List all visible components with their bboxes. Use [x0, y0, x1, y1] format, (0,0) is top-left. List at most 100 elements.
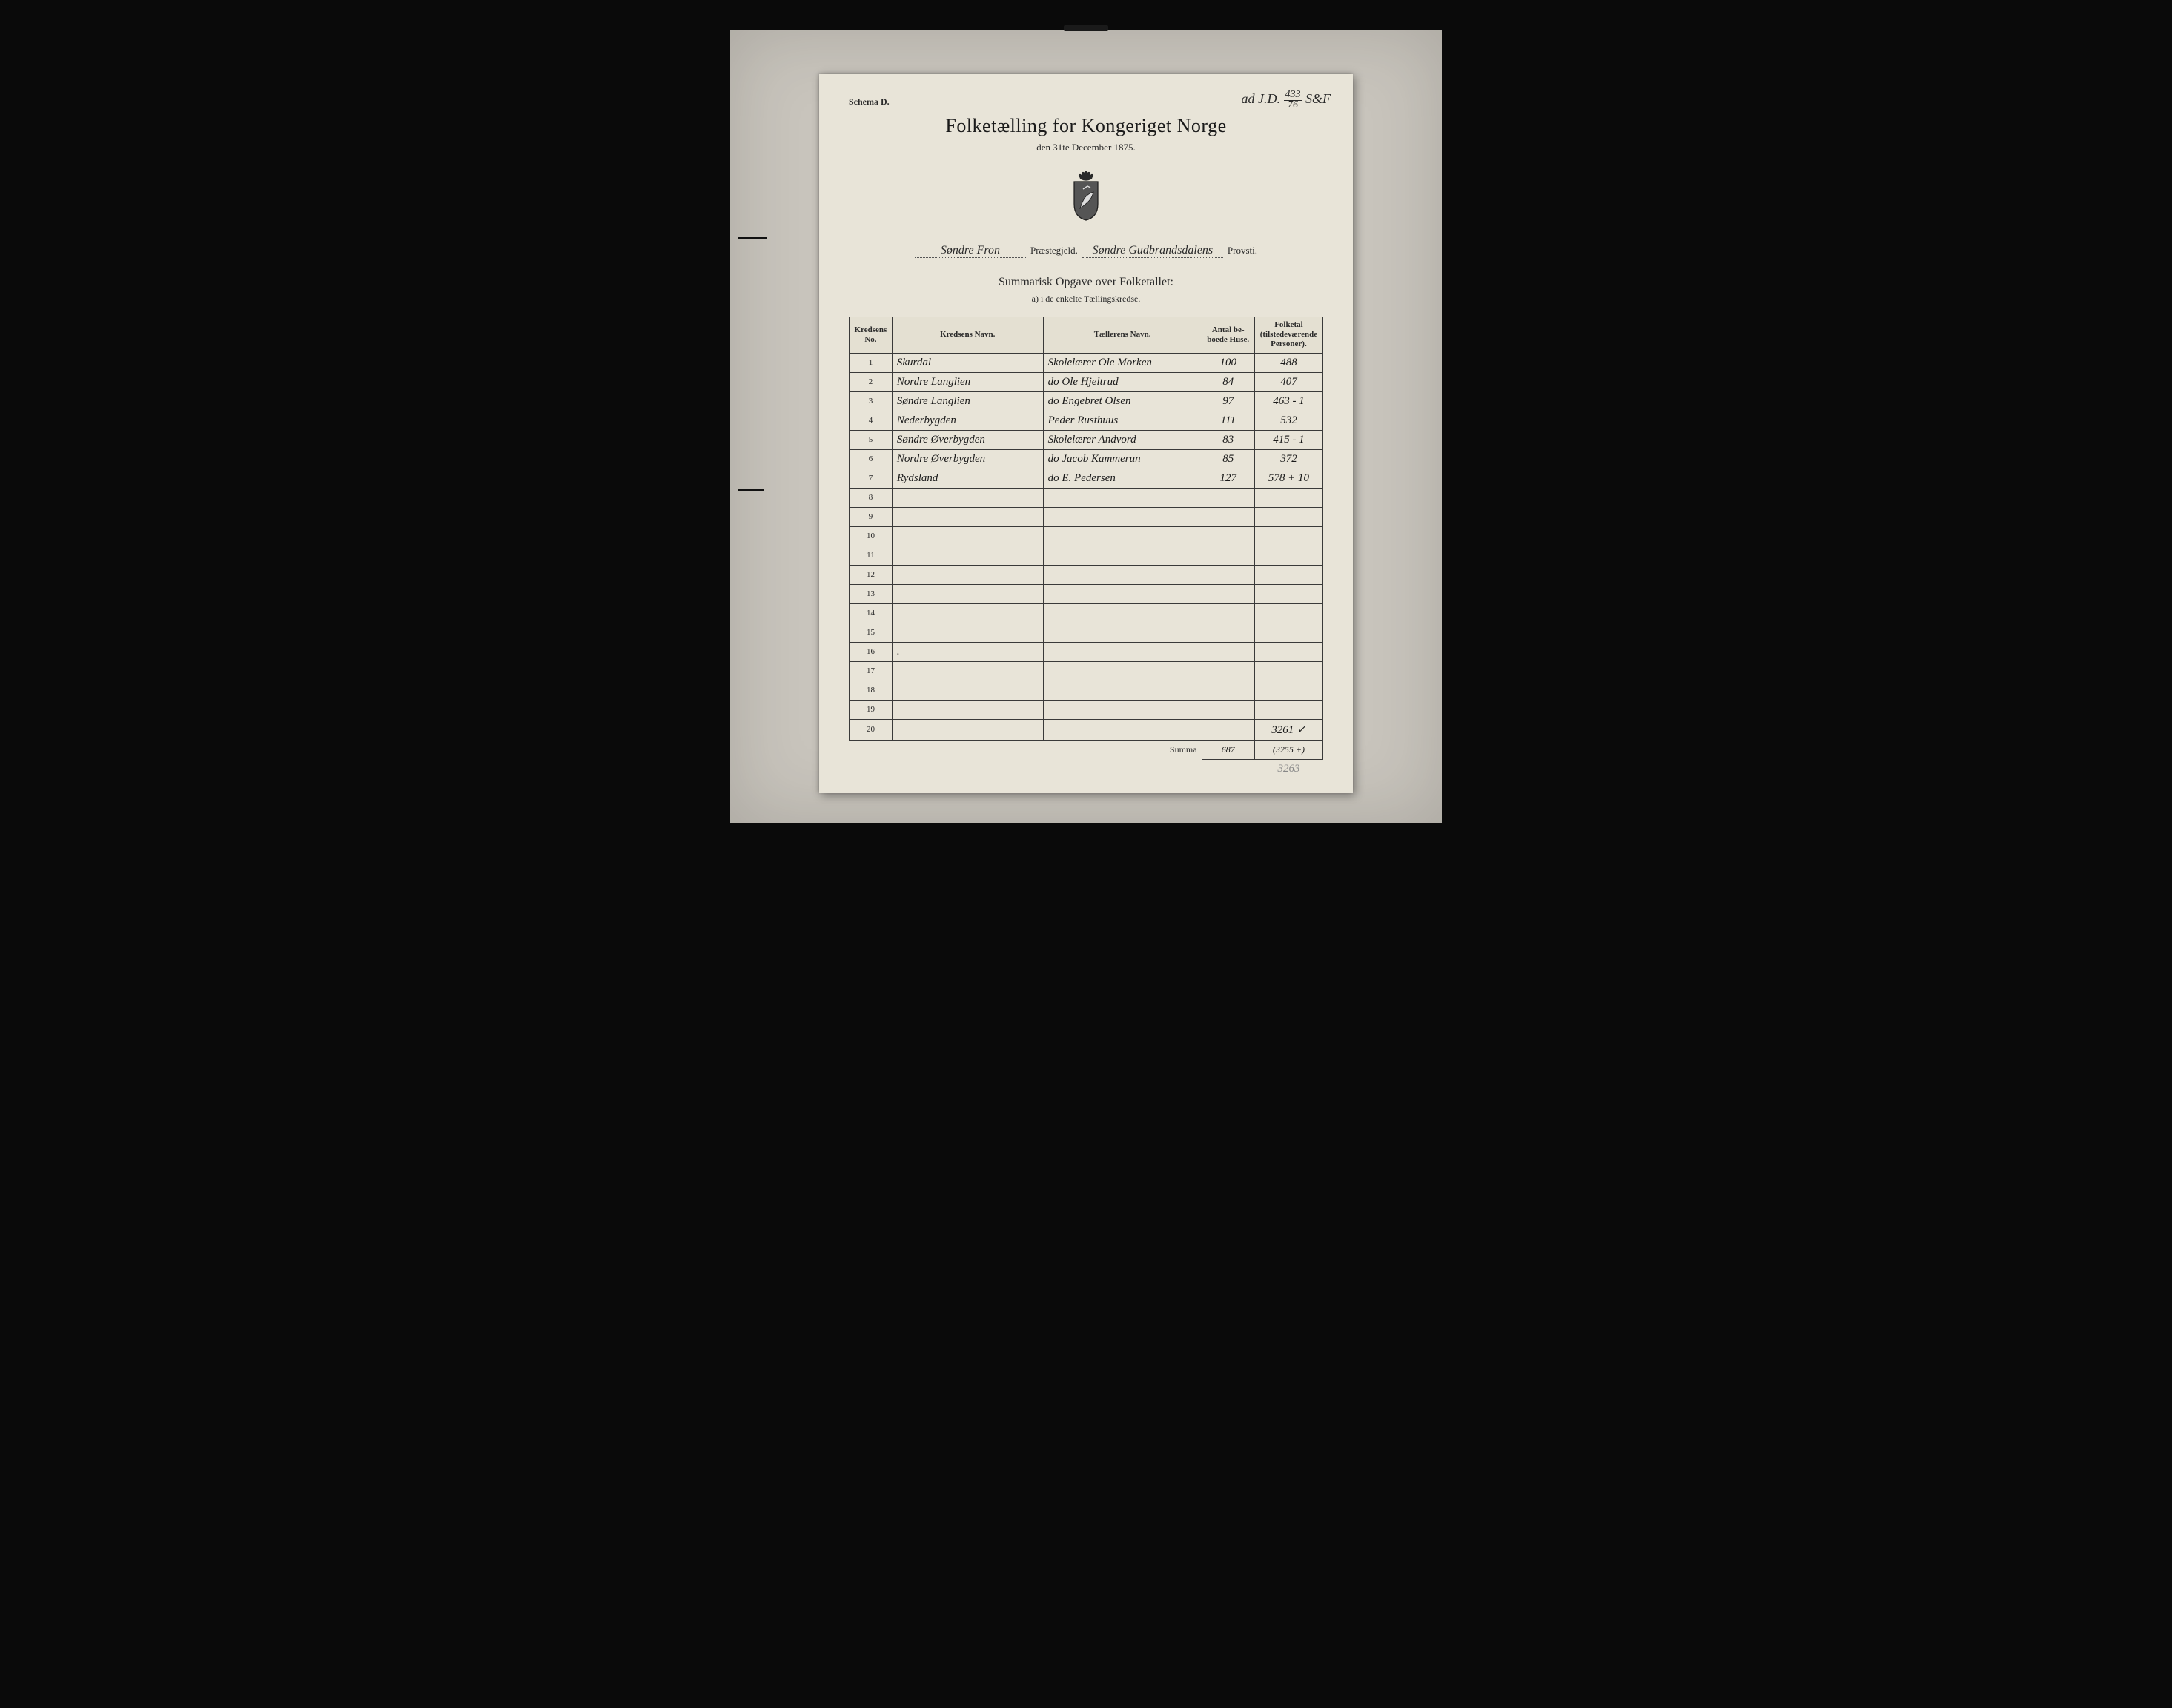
cell-population [1254, 642, 1322, 661]
cell-enumerator [1043, 681, 1202, 700]
table-row: 13 [850, 584, 1323, 603]
table-row: 20 3261 ✓ [850, 719, 1323, 740]
table-row: 2Nordre Langliendo Ole Hjeltrud84407 [850, 372, 1323, 391]
table-row: 15 [850, 623, 1323, 642]
census-table: Kredsens No. Kredsens Navn. Tællerens Na… [849, 317, 1323, 778]
cell-enumerator: do Jacob Kammerun [1043, 449, 1202, 469]
table-row: 8 [850, 488, 1323, 507]
cell-district-name [892, 700, 1043, 719]
cell-district-name [892, 719, 1043, 740]
cell-district-name [892, 565, 1043, 584]
cell-enumerator: Peder Rusthuus [1043, 411, 1202, 430]
subtitle: den 31te December 1875. [849, 142, 1323, 153]
cell-population [1254, 661, 1322, 681]
main-title: Folketælling for Kongeriget Norge [849, 115, 1323, 137]
cell-district-name: Nordre Langlien [892, 372, 1043, 391]
cell-number: 20 [850, 719, 893, 740]
sum-row: Summa 687 (3255 +) [850, 740, 1323, 759]
cell-houses [1202, 526, 1254, 546]
sum-houses: 687 [1202, 740, 1254, 759]
document-page: Schema D. ad J.D. 433 76 S&F Folketællin… [819, 74, 1353, 793]
table-row: 14 [850, 603, 1323, 623]
cell-number: 14 [850, 603, 893, 623]
pencil-note: 3263 [1254, 759, 1322, 778]
cell-population: 3261 ✓ [1254, 719, 1322, 740]
cell-population [1254, 488, 1322, 507]
ref-suffix: S&F [1305, 91, 1331, 106]
cell-number: 9 [850, 507, 893, 526]
cell-number: 19 [850, 700, 893, 719]
ref-denominator: 76 [1284, 101, 1302, 110]
cell-population: 463 - 1 [1254, 391, 1322, 411]
ref-prefix: ad J.D. [1242, 91, 1281, 106]
deanery-value: Søndre Gudbrandsdalens [1082, 245, 1223, 258]
cell-number: 1 [850, 353, 893, 372]
cell-houses [1202, 603, 1254, 623]
cell-enumerator [1043, 603, 1202, 623]
cell-population: 578 + 10 [1254, 469, 1322, 488]
pencil-row: 3263 [850, 759, 1323, 778]
cell-district-name: Nordre Øverbygden [892, 449, 1043, 469]
table-row: 16. [850, 642, 1323, 661]
cell-houses [1202, 642, 1254, 661]
cell-enumerator [1043, 565, 1202, 584]
cell-district-name: Rydsland [892, 469, 1043, 488]
cell-enumerator [1043, 526, 1202, 546]
cell-houses [1202, 565, 1254, 584]
cell-population [1254, 507, 1322, 526]
cell-population [1254, 700, 1322, 719]
cell-district-name [892, 623, 1043, 642]
cell-houses: 97 [1202, 391, 1254, 411]
cell-district-name [892, 681, 1043, 700]
table-row: 1SkurdalSkolelærer Ole Morken100488 [850, 353, 1323, 372]
cell-number: 4 [850, 411, 893, 430]
table-row: 5Søndre ØverbygdenSkolelærer Andvord8341… [850, 430, 1323, 449]
cell-enumerator: Skolelærer Ole Morken [1043, 353, 1202, 372]
coat-of-arms-icon [849, 167, 1323, 230]
table-row: 17 [850, 661, 1323, 681]
parish-label: Præstegjeld. [1030, 245, 1078, 256]
table-row: 18 [850, 681, 1323, 700]
deanery-label: Provsti. [1228, 245, 1257, 256]
cell-population [1254, 681, 1322, 700]
cell-enumerator [1043, 546, 1202, 565]
cell-enumerator: do Ole Hjeltrud [1043, 372, 1202, 391]
cell-district-name [892, 546, 1043, 565]
cell-number: 13 [850, 584, 893, 603]
col-header-enumerator: Tællerens Navn. [1043, 317, 1202, 354]
table-row: 19 [850, 700, 1323, 719]
cell-houses: 83 [1202, 430, 1254, 449]
cell-population: 532 [1254, 411, 1322, 430]
cell-district-name: Skurdal [892, 353, 1043, 372]
cell-houses [1202, 661, 1254, 681]
cell-houses: 85 [1202, 449, 1254, 469]
summary-title: Summarisk Opgave over Folketallet: [849, 276, 1323, 289]
cell-houses [1202, 700, 1254, 719]
cell-number: 3 [850, 391, 893, 411]
film-mark [738, 489, 764, 491]
cell-enumerator: do Engebret Olsen [1043, 391, 1202, 411]
cell-population [1254, 526, 1322, 546]
cell-population: 372 [1254, 449, 1322, 469]
parish-value: Søndre Fron [915, 245, 1026, 258]
cell-enumerator [1043, 700, 1202, 719]
table-header-row: Kredsens No. Kredsens Navn. Tællerens Na… [850, 317, 1323, 354]
cell-population [1254, 584, 1322, 603]
cell-enumerator: Skolelærer Andvord [1043, 430, 1202, 449]
cell-houses: 84 [1202, 372, 1254, 391]
summary-subtitle: a) i de enkelte Tællingskredse. [849, 294, 1323, 305]
cell-district-name [892, 584, 1043, 603]
cell-number: 11 [850, 546, 893, 565]
cell-district-name [892, 661, 1043, 681]
cell-houses [1202, 719, 1254, 740]
cell-district-name [892, 488, 1043, 507]
cell-houses [1202, 584, 1254, 603]
cell-population: 407 [1254, 372, 1322, 391]
col-header-population: Folketal (tilstedeværende Personer). [1254, 317, 1322, 354]
cell-number: 2 [850, 372, 893, 391]
cell-houses: 111 [1202, 411, 1254, 430]
cell-district-name [892, 603, 1043, 623]
col-header-name: Kredsens Navn. [892, 317, 1043, 354]
cell-number: 6 [850, 449, 893, 469]
cell-houses [1202, 623, 1254, 642]
